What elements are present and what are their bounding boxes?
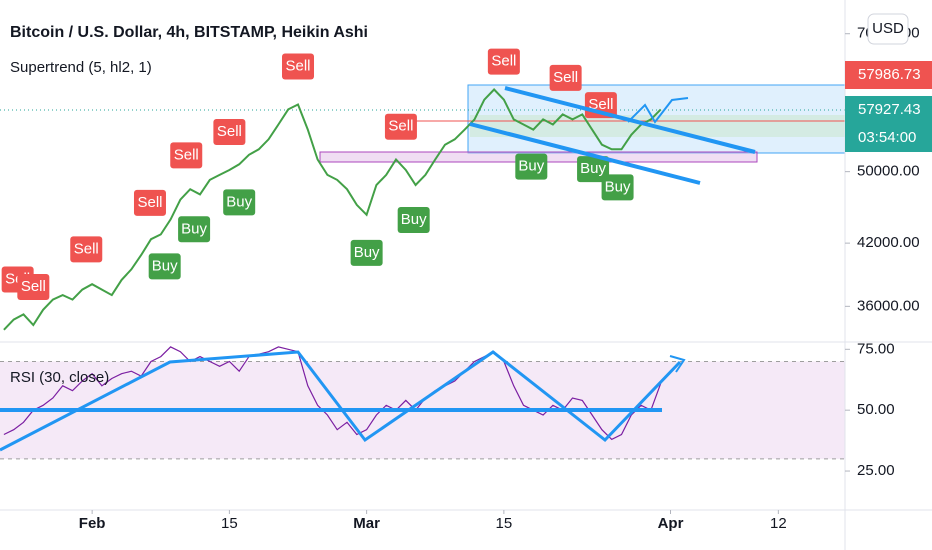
price-tag-label: 03:54:00 bbox=[858, 129, 916, 146]
signal-label: Buy bbox=[401, 211, 427, 228]
signal-label: Buy bbox=[152, 257, 178, 274]
signal-box bbox=[350, 239, 383, 266]
rsi-line bbox=[3, 346, 662, 441]
indicator-label: Supertrend (5, hl2, 1) bbox=[10, 59, 152, 76]
signal-label: Buy bbox=[518, 158, 544, 175]
signal-label: Buy bbox=[226, 193, 252, 210]
signal-label: Sell bbox=[285, 57, 310, 74]
price-tag bbox=[845, 96, 932, 124]
signal-label: Sell bbox=[21, 278, 46, 295]
signal-label: Buy bbox=[181, 220, 207, 237]
x-tick-label: 15 bbox=[496, 515, 513, 532]
signal-label: Sell bbox=[74, 240, 99, 257]
signal-label: Buy bbox=[354, 244, 380, 261]
signal-box bbox=[223, 189, 256, 216]
signal-box bbox=[70, 236, 103, 263]
signal-box bbox=[487, 48, 520, 75]
chart-title: Bitcoin / U.S. Dollar, 4h, BITSTAMP, Hei… bbox=[10, 24, 368, 41]
signal-box bbox=[515, 153, 548, 180]
signal-box bbox=[178, 216, 211, 243]
x-tick-label: 12 bbox=[770, 515, 787, 532]
price-tag-label: 57986.73 bbox=[858, 66, 921, 83]
price-tag bbox=[845, 61, 932, 89]
price-tag bbox=[845, 124, 932, 152]
x-tick-label: 15 bbox=[221, 515, 238, 532]
signal-label: Buy bbox=[580, 160, 606, 177]
signal-box bbox=[170, 142, 203, 169]
x-tick-label: Apr bbox=[658, 515, 684, 532]
signal-box bbox=[133, 189, 166, 216]
signal-label: Sell bbox=[217, 123, 242, 140]
signal-label: Buy bbox=[605, 178, 631, 195]
y-tick-label: 36000.00 bbox=[857, 297, 920, 314]
projection-arrow bbox=[627, 97, 689, 124]
trend-line bbox=[469, 122, 701, 185]
y-tick-label: 25.00 bbox=[857, 462, 895, 479]
y-tick-label: 75.00 bbox=[857, 340, 895, 357]
currency-button[interactable] bbox=[867, 13, 909, 45]
signal-box bbox=[384, 113, 417, 140]
signal-label: Sell bbox=[553, 69, 578, 86]
currency-label: USD bbox=[872, 20, 904, 37]
signal-label: Sell bbox=[491, 53, 516, 70]
rsi-trend bbox=[0, 350, 682, 452]
signal-box bbox=[577, 156, 610, 183]
arrow-head bbox=[669, 355, 686, 373]
rsi-label: RSI (30, close) bbox=[10, 369, 109, 386]
y-tick-label: 42000.00 bbox=[857, 234, 920, 251]
x-tick-label: Mar bbox=[353, 515, 380, 532]
price-tag-label: 57927.43 bbox=[858, 101, 921, 118]
x-tick-label: Feb bbox=[79, 515, 106, 532]
signal-box bbox=[17, 273, 50, 300]
overlay bbox=[0, 86, 756, 452]
price-line bbox=[3, 88, 662, 331]
signal-box bbox=[213, 119, 246, 146]
signal-box bbox=[397, 206, 430, 233]
signal-box bbox=[601, 174, 634, 201]
signal-box bbox=[148, 253, 181, 280]
y-tick-label: 50.00 bbox=[857, 401, 895, 418]
signal-label: Sell bbox=[388, 118, 413, 135]
signal-box bbox=[549, 64, 582, 91]
y-tick-label: 50000.00 bbox=[857, 163, 920, 180]
signal-label: Sell bbox=[174, 146, 199, 163]
signal-box bbox=[282, 53, 315, 80]
signal-label: Sell bbox=[137, 194, 162, 211]
